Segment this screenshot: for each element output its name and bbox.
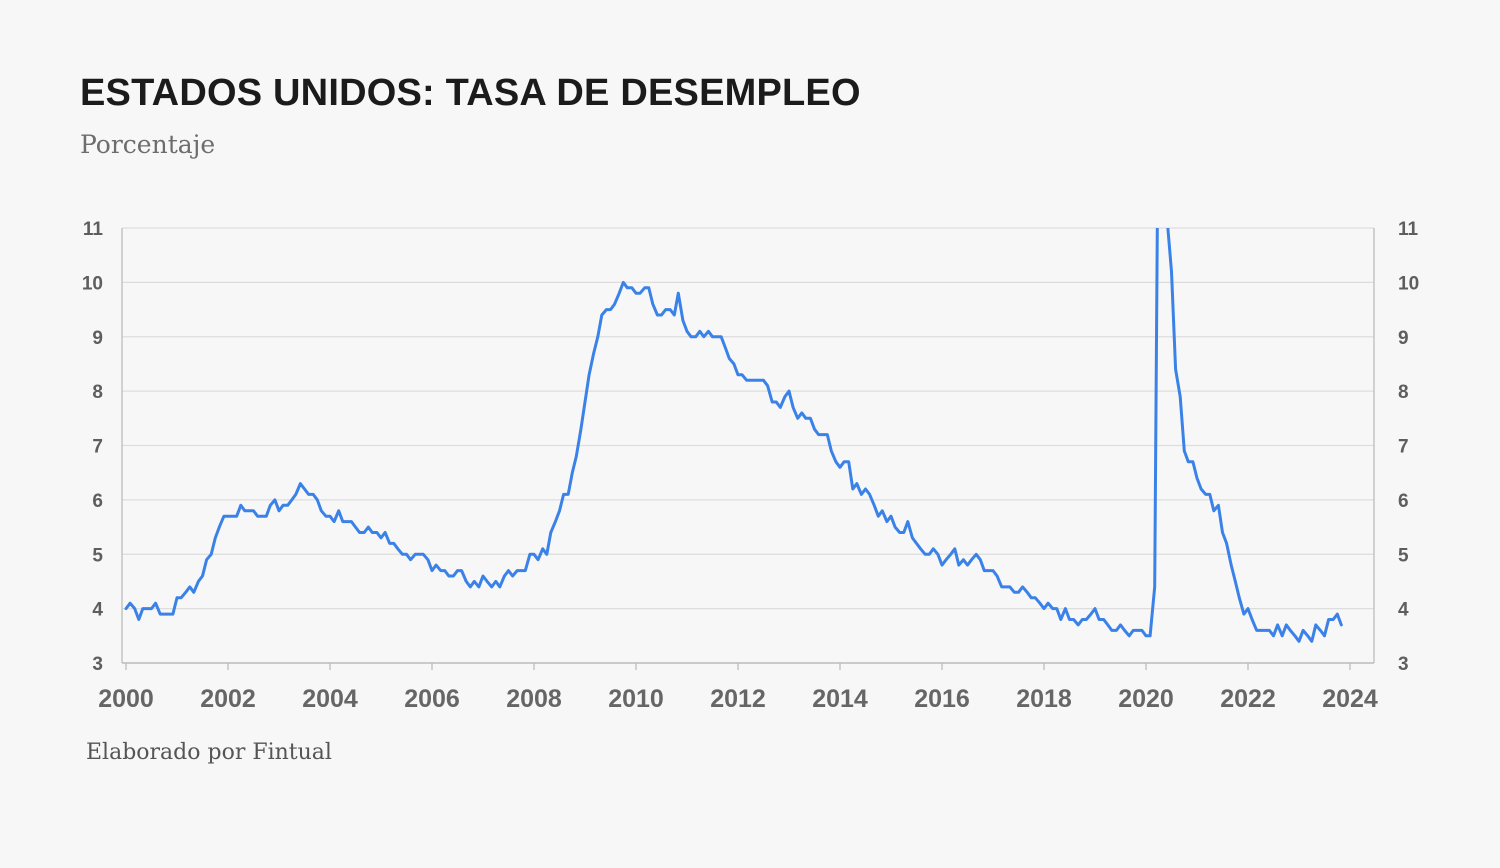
y-tick-right: 4 bbox=[1398, 600, 1409, 621]
x-tick-label: 2022 bbox=[1220, 685, 1276, 713]
y-tick-left: 3 bbox=[92, 654, 103, 675]
y-tick-right: 6 bbox=[1398, 491, 1409, 512]
chart-title: ESTADOS UNIDOS: TASA DE DESEMPLEO bbox=[80, 72, 861, 114]
series-layer bbox=[124, 228, 1343, 643]
x-tick-label: 2024 bbox=[1322, 685, 1378, 713]
y-tick-right: 7 bbox=[1398, 437, 1409, 458]
x-tick-label: 2014 bbox=[812, 685, 868, 713]
x-tick-label: 2004 bbox=[302, 685, 358, 713]
grid-lines bbox=[122, 227, 1374, 664]
y-tick-left: 10 bbox=[82, 273, 103, 294]
y-tick-left: 9 bbox=[92, 328, 103, 349]
chart-subtitle: Porcentaje bbox=[80, 130, 216, 159]
x-tick-label: 2008 bbox=[506, 685, 562, 713]
x-tick-label: 2016 bbox=[914, 685, 970, 713]
y-tick-right: 9 bbox=[1398, 328, 1409, 349]
x-tick-label: 2018 bbox=[1016, 685, 1072, 713]
axes bbox=[121, 228, 1375, 670]
y-tick-right: 3 bbox=[1398, 654, 1409, 675]
x-tick-label: 2006 bbox=[404, 685, 460, 713]
y-tick-left: 5 bbox=[92, 545, 103, 566]
x-axis-labels: 2000 2002 2004 2006 2008 2010 2012 2014 2016 2018… bbox=[98, 685, 1378, 713]
x-tick-label: 2010 bbox=[608, 685, 664, 713]
y-tick-left: 6 bbox=[92, 491, 103, 512]
y-axis-right-labels: 3 4 5 6 7 8 9 10 11 bbox=[1398, 219, 1419, 675]
x-tick-label: 2012 bbox=[710, 685, 766, 713]
x-tick-label: 2000 bbox=[98, 685, 154, 713]
x-tick-label: 2002 bbox=[200, 685, 256, 713]
y-tick-left: 4 bbox=[92, 600, 103, 621]
source-note: Elaborado por Fintual bbox=[86, 740, 332, 765]
series-line-0 bbox=[124, 228, 1343, 643]
y-tick-right: 5 bbox=[1398, 545, 1409, 566]
y-tick-left: 8 bbox=[92, 382, 103, 403]
y-axis-left-labels: 3 4 5 6 7 8 9 10 11 bbox=[82, 219, 104, 675]
y-tick-right: 8 bbox=[1398, 382, 1409, 403]
y-tick-right: 11 bbox=[1398, 219, 1419, 240]
y-tick-left: 11 bbox=[83, 219, 104, 240]
y-tick-left: 7 bbox=[92, 437, 103, 458]
y-tick-right: 10 bbox=[1398, 273, 1419, 294]
x-tick-label: 2020 bbox=[1118, 685, 1174, 713]
